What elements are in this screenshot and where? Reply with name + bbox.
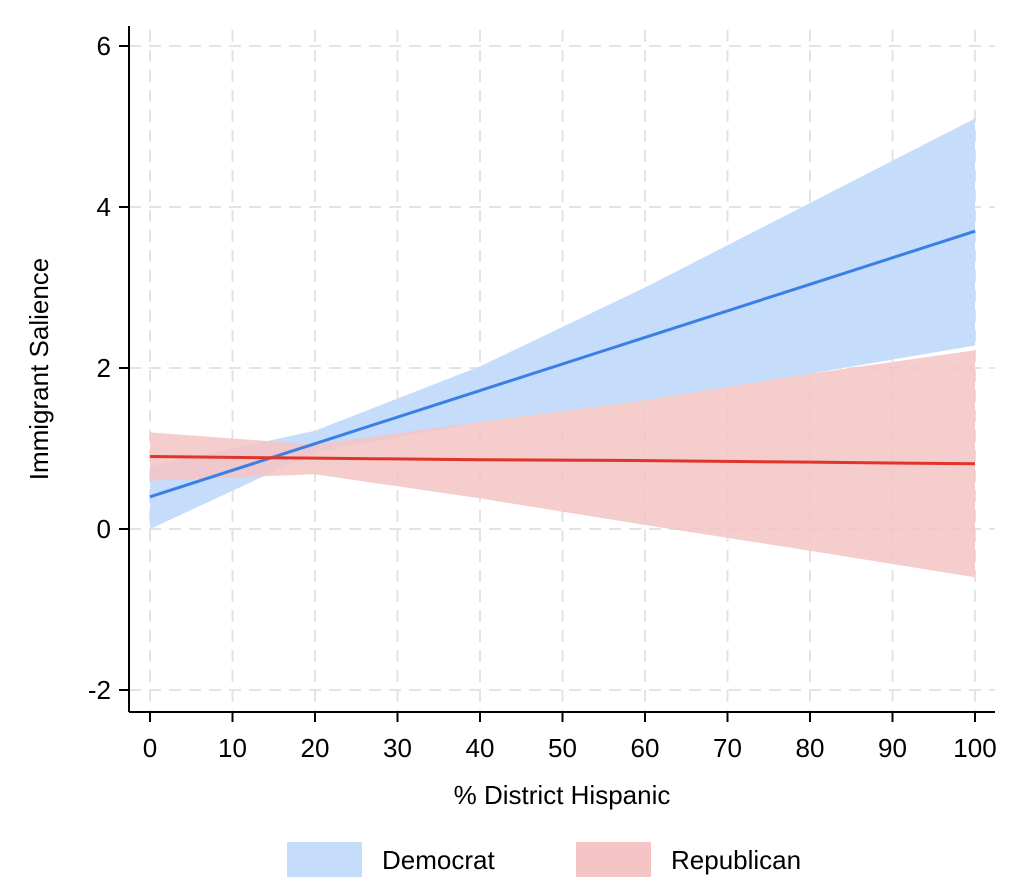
legend-swatch-republican: [576, 842, 651, 877]
x-axis-title: % District Hispanic: [454, 780, 671, 810]
y-tick-label: 0: [97, 514, 111, 544]
republican-confidence-band: [150, 350, 975, 578]
x-tick-label: 60: [631, 733, 660, 763]
y-axis-title: Immigrant Salience: [24, 258, 54, 481]
y-tick-label: -2: [88, 675, 111, 705]
x-tick-label: 20: [301, 733, 330, 763]
legend-swatch-democrat: [287, 842, 362, 877]
x-tick-label: 80: [796, 733, 825, 763]
x-tick-label: 50: [548, 733, 577, 763]
x-axis-ticks: 0 10 20 30 40 50 60 70 80 90 100: [143, 712, 997, 763]
x-tick-label: 90: [878, 733, 907, 763]
x-tick-label: 40: [466, 733, 495, 763]
y-axis-ticks: -2 0 2 4 6: [88, 31, 129, 705]
x-tick-label: 0: [143, 733, 157, 763]
y-tick-label: 2: [97, 353, 111, 383]
legend-label-democrat: Democrat: [382, 845, 495, 875]
legend: Democrat Republican: [287, 842, 801, 877]
y-tick-label: 4: [97, 192, 111, 222]
democrat-fit-line: [149, 229, 976, 499]
x-tick-label: 10: [218, 733, 247, 763]
republican-fit-line: [149, 455, 976, 466]
confidence-bands: [150, 118, 975, 578]
democrat-confidence-band: [150, 118, 975, 529]
x-tick-label: 100: [953, 733, 996, 763]
y-tick-label: 6: [97, 31, 111, 61]
series-lines: [149, 229, 976, 499]
x-tick-label: 30: [383, 733, 412, 763]
legend-label-republican: Republican: [671, 845, 801, 875]
x-tick-label: 70: [713, 733, 742, 763]
